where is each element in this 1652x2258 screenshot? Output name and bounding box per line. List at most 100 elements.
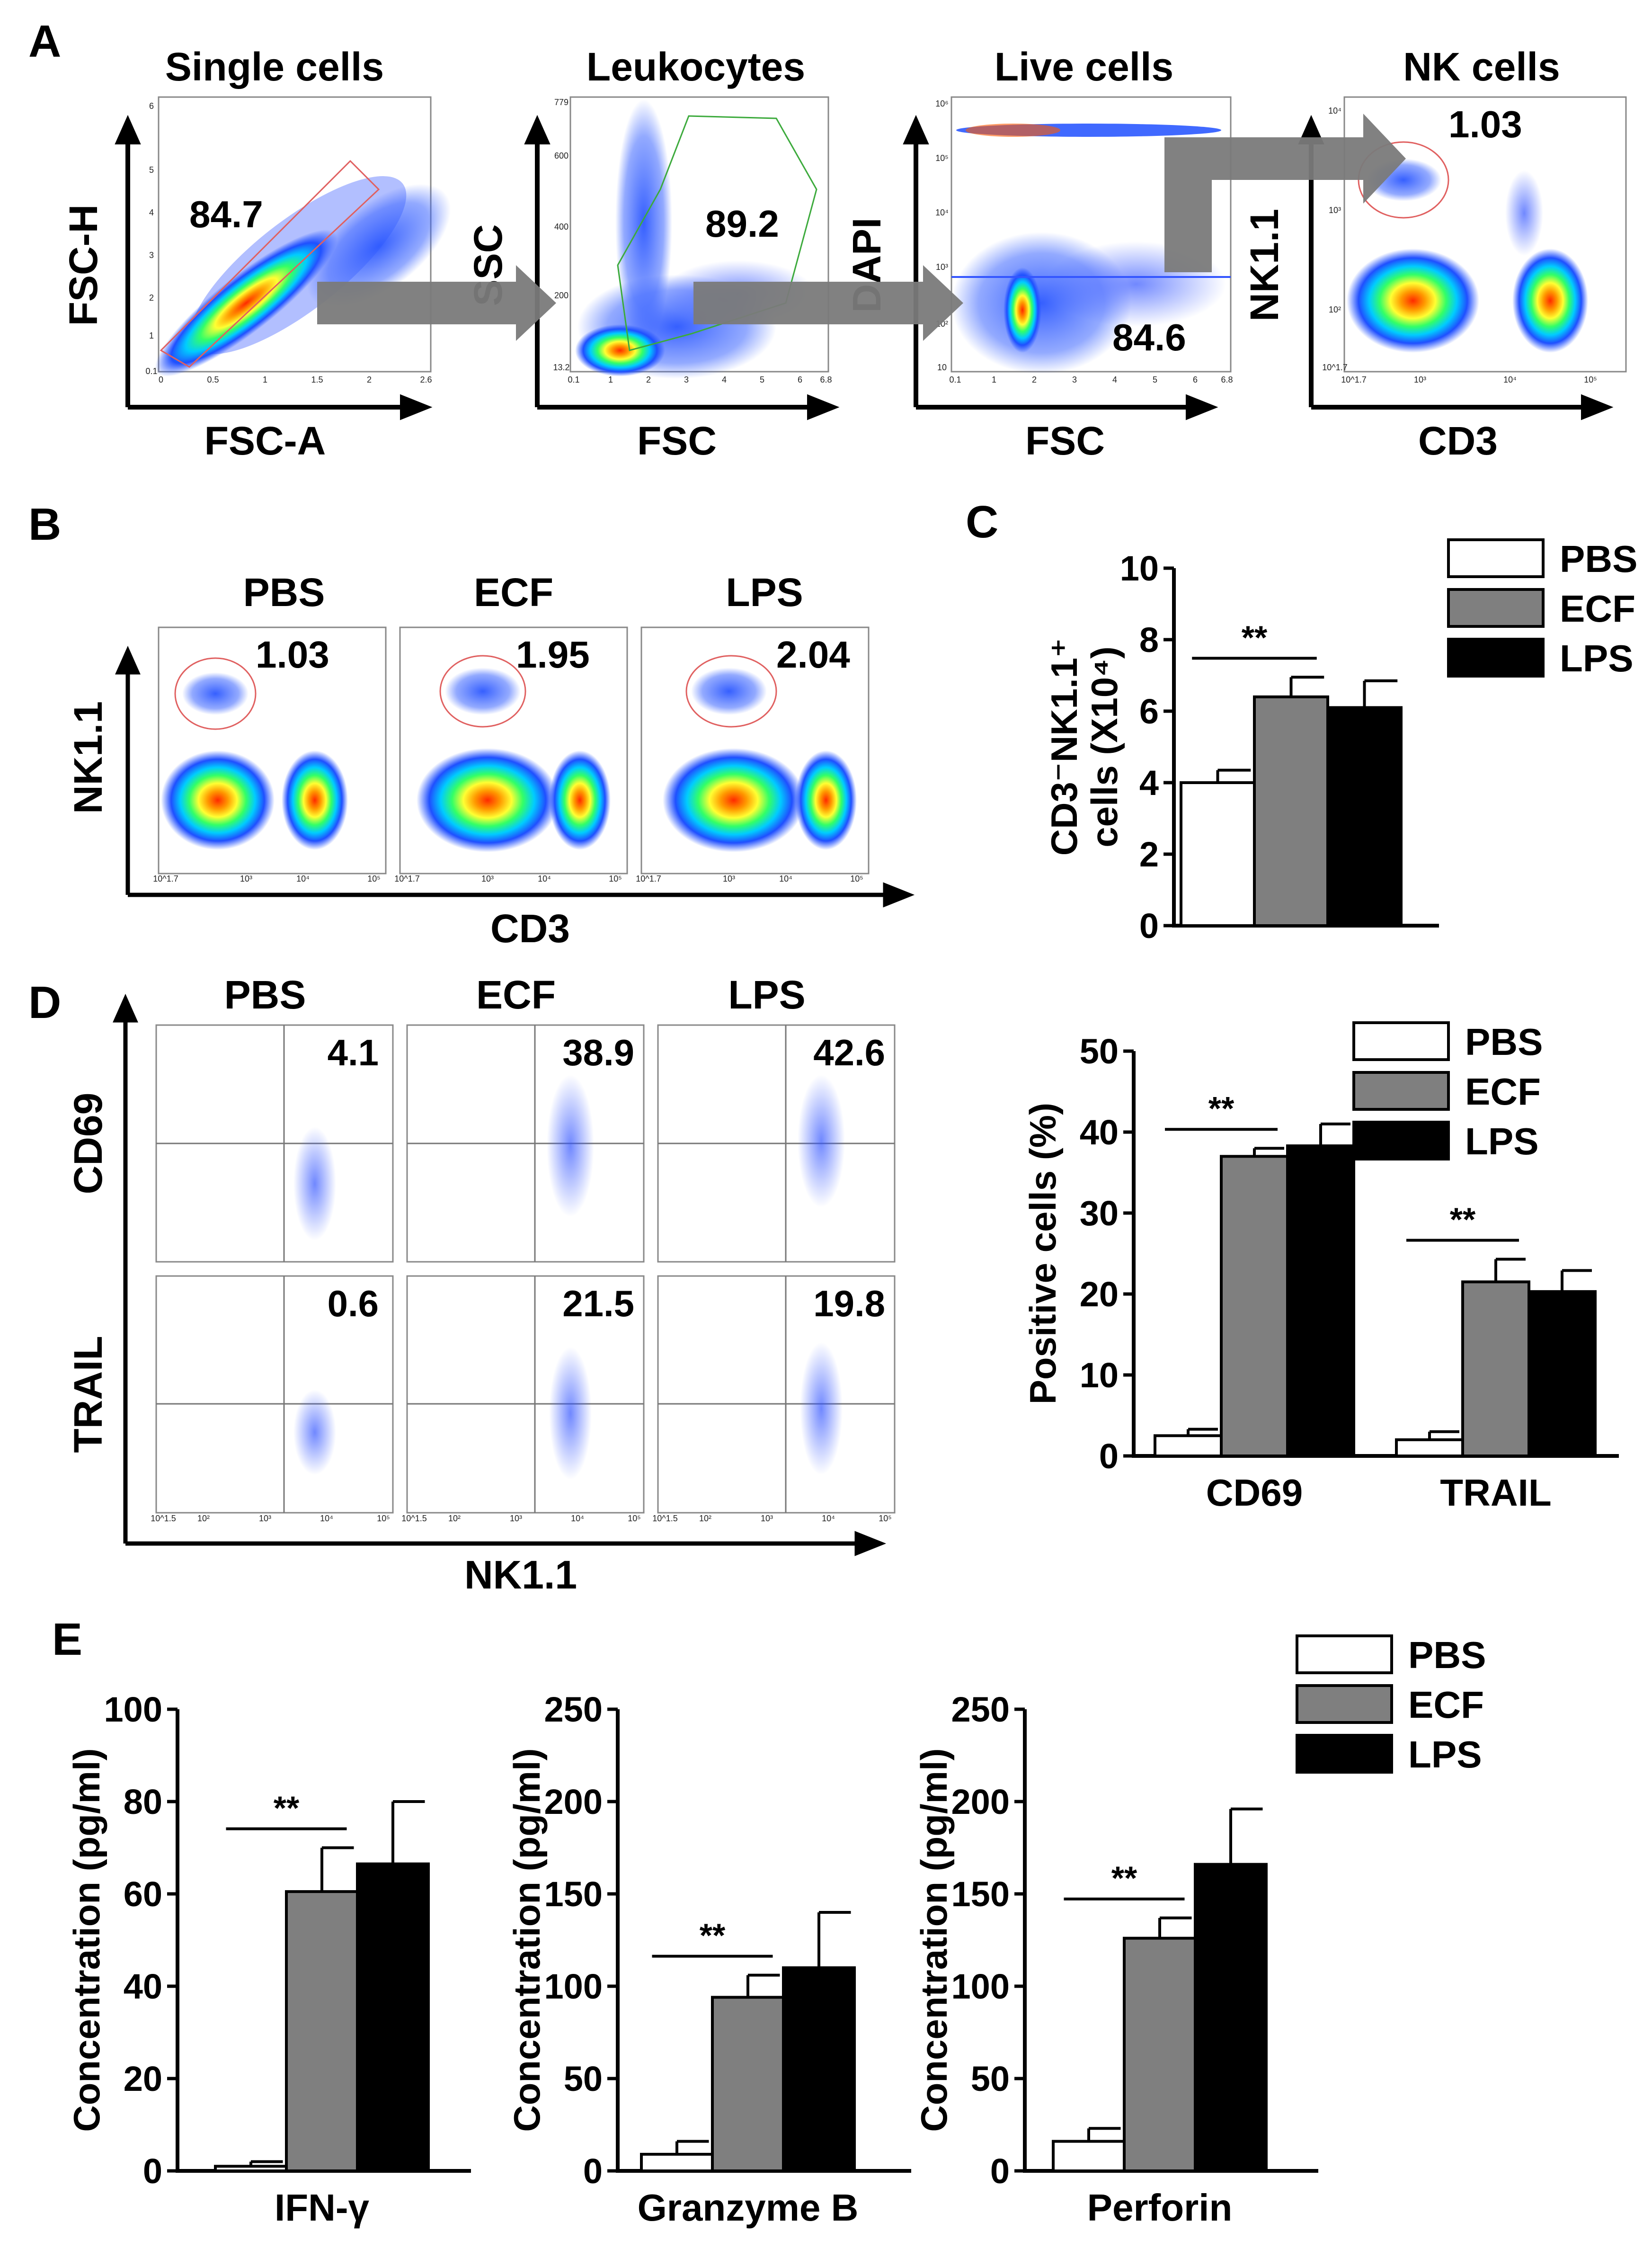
quadrant-value: 0.6	[328, 1283, 379, 1324]
y-tick-label: 50	[1080, 1032, 1119, 1071]
legend-label: PBS	[1465, 1021, 1543, 1063]
row-label: TRAIL	[66, 1336, 110, 1453]
panel-letter-c: C	[966, 497, 998, 547]
bar-ecf	[1461, 1280, 1530, 1458]
svg-text:10: 10	[937, 363, 947, 372]
svg-text:10⁴: 10⁴	[779, 874, 792, 884]
flow-plot-pbs: PBS 1.03 10^1.7 10³ 10⁴ 10⁵	[153, 570, 387, 884]
flow-plot-nk-cells: NK cells 1.03 10^1.7 10³ 10⁴ 10⁵ 10^1.7 …	[1242, 45, 1627, 463]
plot-title: PBS	[243, 570, 325, 615]
y-tick-label: 200	[544, 1782, 603, 1821]
y-tick-label: 60	[124, 1874, 162, 1914]
svg-text:0.1: 0.1	[145, 366, 157, 376]
legend-swatch-lps	[1447, 638, 1545, 678]
significance-label: **	[1111, 1860, 1137, 1897]
bar-chart-e3: 0 50 100 150 200 250 Concentration (pg/ml) Perf…	[913, 1634, 1486, 2229]
x-tick-labels: 10^1.7 10³ 10⁴ 10⁵	[1341, 375, 1597, 384]
svg-text:10³: 10³	[481, 874, 494, 884]
svg-text:10⁵: 10⁵	[609, 874, 622, 884]
flow-plot-lps: LPS 2.04 10^1.7 10³ 10⁴ 10⁵	[636, 570, 870, 884]
svg-text:3: 3	[149, 250, 154, 260]
svg-text:2: 2	[1032, 375, 1037, 384]
svg-text:10⁵: 10⁵	[879, 1514, 891, 1523]
bar-ecf	[285, 1890, 359, 2172]
gate-value: 84.7	[189, 193, 263, 235]
category-label: Perforin	[1087, 2187, 1233, 2229]
x-axis-label: CD3	[490, 906, 570, 951]
svg-text:6: 6	[798, 375, 802, 384]
svg-text:10³: 10³	[510, 1514, 522, 1523]
bar-ecf	[711, 1996, 785, 2172]
x-tick-labels: 0.1 1 2 3 4 5 6 6.8	[568, 375, 832, 384]
y-tick-label: 80	[124, 1782, 162, 1821]
panel-letter-b: B	[28, 499, 61, 550]
y-tick-label: 10	[1120, 549, 1159, 588]
x-axis-label: NK1.1	[464, 1553, 577, 1597]
svg-text:6: 6	[1193, 375, 1198, 384]
bar-pbs	[1395, 1438, 1464, 1458]
y-tick-label: 40	[124, 1967, 162, 2006]
svg-text:10^1.5: 10^1.5	[401, 1514, 427, 1523]
svg-text:779: 779	[554, 98, 568, 107]
x-axis-label: FSC	[1025, 419, 1105, 463]
y-axis-label: cells (X10⁴)	[1084, 646, 1125, 847]
significance-label: **	[274, 1790, 300, 1827]
panel-letter-a: A	[28, 16, 61, 67]
legend-label: ECF	[1408, 1684, 1484, 1726]
svg-text:10²: 10²	[1329, 305, 1341, 314]
svg-text:10^1.5: 10^1.5	[652, 1514, 678, 1523]
svg-text:13.2: 13.2	[553, 363, 569, 372]
legend-label: PBS	[1560, 538, 1638, 580]
flow-plot-ecf: ECF 1.95 10^1.7 10³ 10⁴ 10⁵	[394, 570, 628, 884]
y-tick-labels: 13.2 200 400 600 779	[553, 98, 569, 372]
svg-text:10⁵: 10⁵	[628, 1514, 640, 1523]
plot-title: ECF	[474, 570, 553, 615]
svg-text:0: 0	[159, 375, 163, 384]
svg-text:10⁵: 10⁵	[935, 153, 948, 163]
y-axis-label: Positive cells (%)	[1022, 1103, 1064, 1404]
svg-text:10³: 10³	[761, 1514, 773, 1523]
category-label: CD69	[1206, 1472, 1303, 1514]
svg-text:1: 1	[149, 331, 154, 340]
svg-text:10⁵: 10⁵	[1584, 375, 1597, 384]
svg-text:10³: 10³	[1414, 375, 1426, 384]
y-tick-label: 50	[564, 2059, 603, 2098]
svg-text:10³: 10³	[240, 874, 252, 884]
svg-text:0.1: 0.1	[568, 375, 579, 384]
svg-text:0.1: 0.1	[949, 375, 961, 384]
gate-value: 1.03	[256, 634, 329, 676]
column-title-ecf: ECF	[476, 973, 556, 1017]
quadrant-value: 19.8	[813, 1283, 885, 1324]
y-tick-label: 50	[971, 2059, 1010, 2098]
category-label: Granzyme B	[638, 2187, 859, 2229]
panel-a: Single cells 84.7 0 0.5 1 1.5 2 2.6 0.1 …	[61, 45, 1627, 463]
svg-text:10^1.7: 10^1.7	[1341, 375, 1367, 384]
panel-letter-d: D	[28, 977, 61, 1028]
significance-label: **	[1208, 1090, 1235, 1127]
svg-text:10³: 10³	[1329, 205, 1341, 215]
svg-text:10⁵: 10⁵	[850, 874, 863, 884]
svg-text:10^1.7: 10^1.7	[153, 874, 178, 884]
svg-text:10⁶: 10⁶	[935, 99, 948, 108]
legend-label: LPS	[1560, 637, 1634, 679]
legend-label: LPS	[1408, 1733, 1482, 1776]
gating-arrows	[317, 114, 1406, 341]
y-tick-label: 200	[951, 1782, 1010, 1821]
d-x-ticks: 10^1.5 10² 10³ 10⁴ 10⁵ 10^1.5 10² 10³ 10…	[151, 1514, 891, 1523]
svg-text:1: 1	[263, 375, 267, 384]
svg-text:10²: 10²	[197, 1514, 210, 1523]
significance-label: **	[1242, 619, 1268, 656]
plot-title: Single cells	[165, 45, 384, 89]
bar-pbs	[640, 2152, 714, 2172]
svg-text:4: 4	[722, 375, 727, 384]
svg-text:10³: 10³	[936, 262, 948, 272]
y-tick-label: 4	[1139, 763, 1159, 803]
svg-text:10^1.5: 10^1.5	[151, 1514, 176, 1523]
legend: PBS ECF LPS	[1352, 1021, 1543, 1162]
category-label: IFN-γ	[275, 2187, 370, 2229]
legend-label: ECF	[1560, 588, 1635, 630]
significance-label: **	[1450, 1201, 1476, 1238]
y-tick-label: 0	[1099, 1437, 1119, 1476]
svg-text:5: 5	[1153, 375, 1157, 384]
bar-chart-d-bar: 0 10 20 30 40 50 Positive cells (%) CD69 TRAIL **…	[1022, 1021, 1619, 1514]
